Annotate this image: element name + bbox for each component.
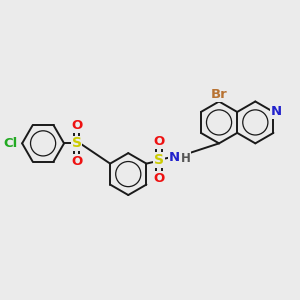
- Text: O: O: [153, 172, 165, 185]
- Text: Cl: Cl: [3, 137, 17, 150]
- Text: O: O: [71, 155, 82, 168]
- Text: N: N: [271, 106, 282, 118]
- Text: S: S: [154, 153, 164, 167]
- Text: N: N: [169, 151, 180, 164]
- Text: S: S: [72, 136, 82, 150]
- Text: H: H: [181, 152, 190, 164]
- Text: O: O: [71, 119, 82, 132]
- Text: Br: Br: [212, 89, 229, 102]
- Text: O: O: [153, 136, 165, 148]
- Text: Br: Br: [211, 88, 227, 101]
